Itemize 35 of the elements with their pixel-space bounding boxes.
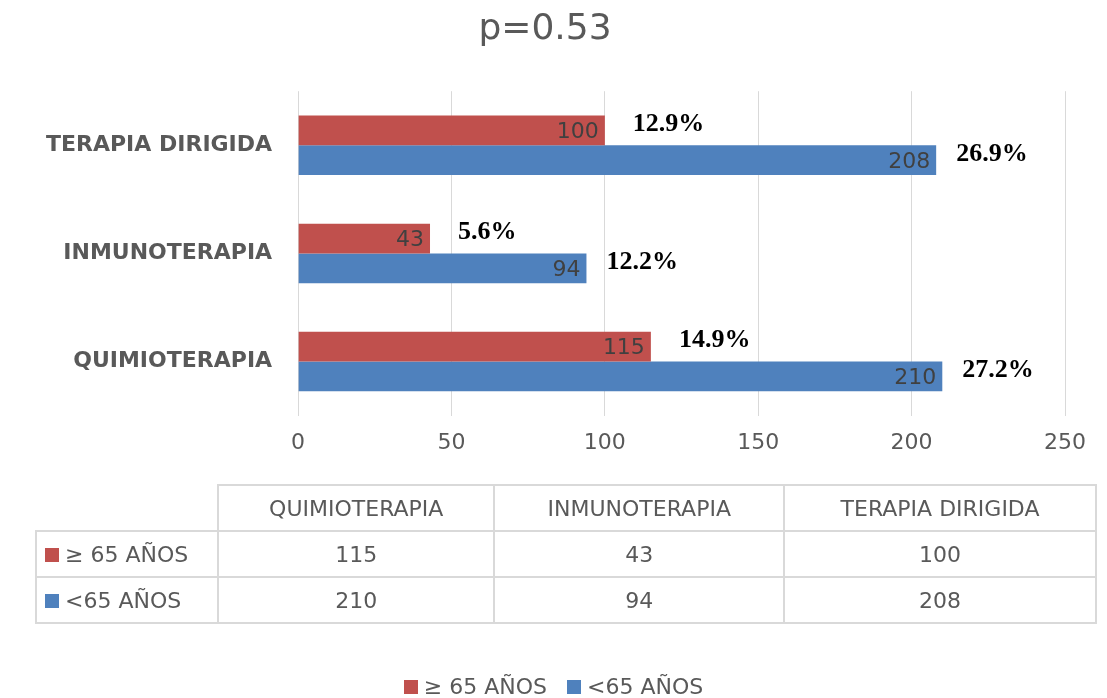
text: 100: [784, 531, 1096, 577]
chart-title: p=0.53: [478, 5, 612, 47]
category-label: TERAPIA DIRIGIDA: [840, 495, 1040, 521]
text: 208: [784, 577, 1096, 623]
annotation: 12.2%: [606, 245, 678, 275]
data-label: 208: [888, 147, 931, 173]
annotation: 26.9%: [956, 137, 1028, 167]
x-tick-label: 0: [291, 428, 306, 454]
annotation: 5.6%: [458, 216, 517, 246]
data-label: 115: [602, 334, 645, 360]
x-tick-label: 150: [737, 428, 780, 454]
x-tick-label: 50: [437, 428, 466, 454]
data-label: 43: [396, 226, 425, 252]
y-tick-label: INMUNOTERAPIA: [63, 239, 273, 265]
category-label: QUIMIOTERAPIA: [269, 495, 444, 521]
category-label: INMUNOTERAPIA: [547, 495, 731, 521]
x-tick-label: 200: [890, 428, 933, 454]
y-tick-label: QUIMIOTERAPIA: [73, 347, 273, 373]
text: ≥ 65 AÑOS: [423, 674, 547, 698]
legend-label: <65 AÑOS: [65, 587, 182, 613]
data-label: 210: [894, 364, 937, 390]
data-label: 94: [552, 255, 581, 281]
text: 210: [218, 577, 495, 623]
data-label: 100: [556, 118, 599, 144]
text: 94: [494, 577, 785, 623]
annotation: 14.9%: [678, 324, 751, 354]
y-tick-label: TERAPIA DIRIGIDA: [45, 130, 273, 156]
annotation: 12.9%: [632, 108, 705, 138]
text: 115: [218, 531, 495, 577]
text: 43: [494, 531, 785, 577]
annotation: 27.2%: [962, 354, 1034, 384]
legend-label: ≥ 65 AÑOS: [65, 541, 189, 567]
x-tick-label: 250: [1044, 428, 1086, 454]
text: <65 AÑOS: [586, 674, 704, 698]
x-tick-label: 100: [583, 428, 626, 454]
